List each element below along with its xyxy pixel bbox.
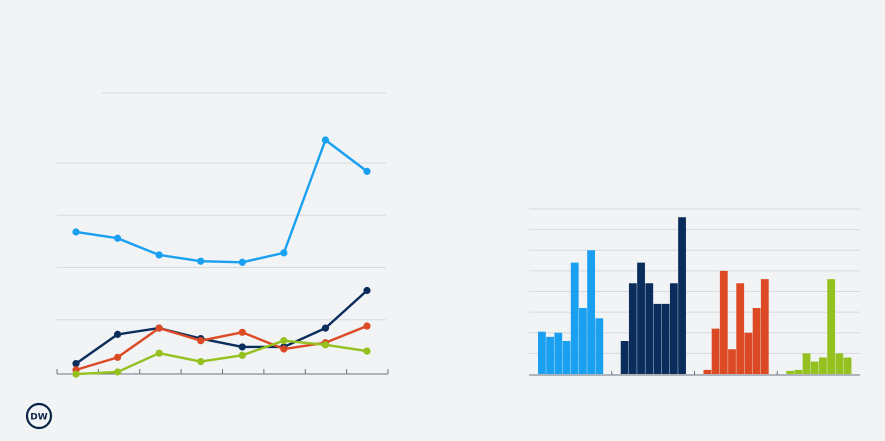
line-point <box>321 136 330 144</box>
bar <box>595 318 604 374</box>
line-point <box>197 337 205 345</box>
bar <box>827 279 836 374</box>
line-point <box>238 258 246 266</box>
line-point <box>197 357 205 366</box>
bar-chart <box>529 208 860 376</box>
line-series-path <box>75 138 368 264</box>
bar-group-3 <box>703 270 769 374</box>
bar <box>794 369 803 374</box>
line-point <box>197 257 205 265</box>
bar <box>843 357 852 374</box>
bar <box>554 332 563 374</box>
dw-logo: DW <box>25 402 53 430</box>
line-series-4 <box>72 337 371 378</box>
line-point <box>280 345 288 353</box>
bar <box>669 283 678 374</box>
bar <box>719 270 728 374</box>
line-point <box>280 337 288 345</box>
bar <box>579 308 587 374</box>
line-chart <box>56 92 389 378</box>
line-series-path <box>75 289 368 365</box>
bar-group-4 <box>786 279 852 374</box>
line-point <box>321 341 330 349</box>
line-series-1 <box>72 136 371 266</box>
line-point <box>72 360 80 368</box>
bar <box>752 308 761 374</box>
bar <box>645 283 654 374</box>
line-point <box>238 343 246 351</box>
bar <box>744 332 753 374</box>
bar <box>637 262 645 374</box>
line-point <box>155 251 163 259</box>
line-point <box>113 234 122 242</box>
line-point <box>72 228 80 236</box>
bar <box>570 262 579 374</box>
logo-circle <box>25 402 53 430</box>
bar <box>678 217 686 374</box>
line-point <box>238 351 246 359</box>
bar-group-2 <box>620 217 686 374</box>
bar <box>703 369 712 374</box>
bar <box>653 303 662 374</box>
line-point <box>155 324 163 332</box>
line-point <box>238 328 246 336</box>
line-point <box>113 353 122 361</box>
line-point <box>113 368 122 376</box>
line-point <box>363 322 371 330</box>
bar <box>562 341 571 374</box>
line-point <box>113 330 122 338</box>
logo-text: DW <box>30 412 47 422</box>
line-point <box>280 249 288 257</box>
line-point <box>321 324 330 332</box>
bar <box>628 283 637 374</box>
bar <box>587 250 595 374</box>
bar <box>538 331 546 374</box>
bar <box>661 303 670 374</box>
bar <box>546 336 554 374</box>
line-point <box>363 167 371 175</box>
bar <box>711 328 720 374</box>
bar <box>819 357 827 374</box>
line-series-path <box>75 339 368 376</box>
bar <box>728 349 736 374</box>
bar <box>620 341 629 374</box>
line-point <box>72 370 80 378</box>
line-point <box>363 347 371 355</box>
line-point <box>155 349 163 357</box>
bar <box>802 353 811 374</box>
bar <box>736 283 745 374</box>
bar <box>760 279 769 374</box>
bar <box>810 361 819 374</box>
line-point <box>363 286 371 295</box>
bar <box>835 353 844 374</box>
bar <box>786 370 795 374</box>
bar-group-1 <box>538 250 604 374</box>
